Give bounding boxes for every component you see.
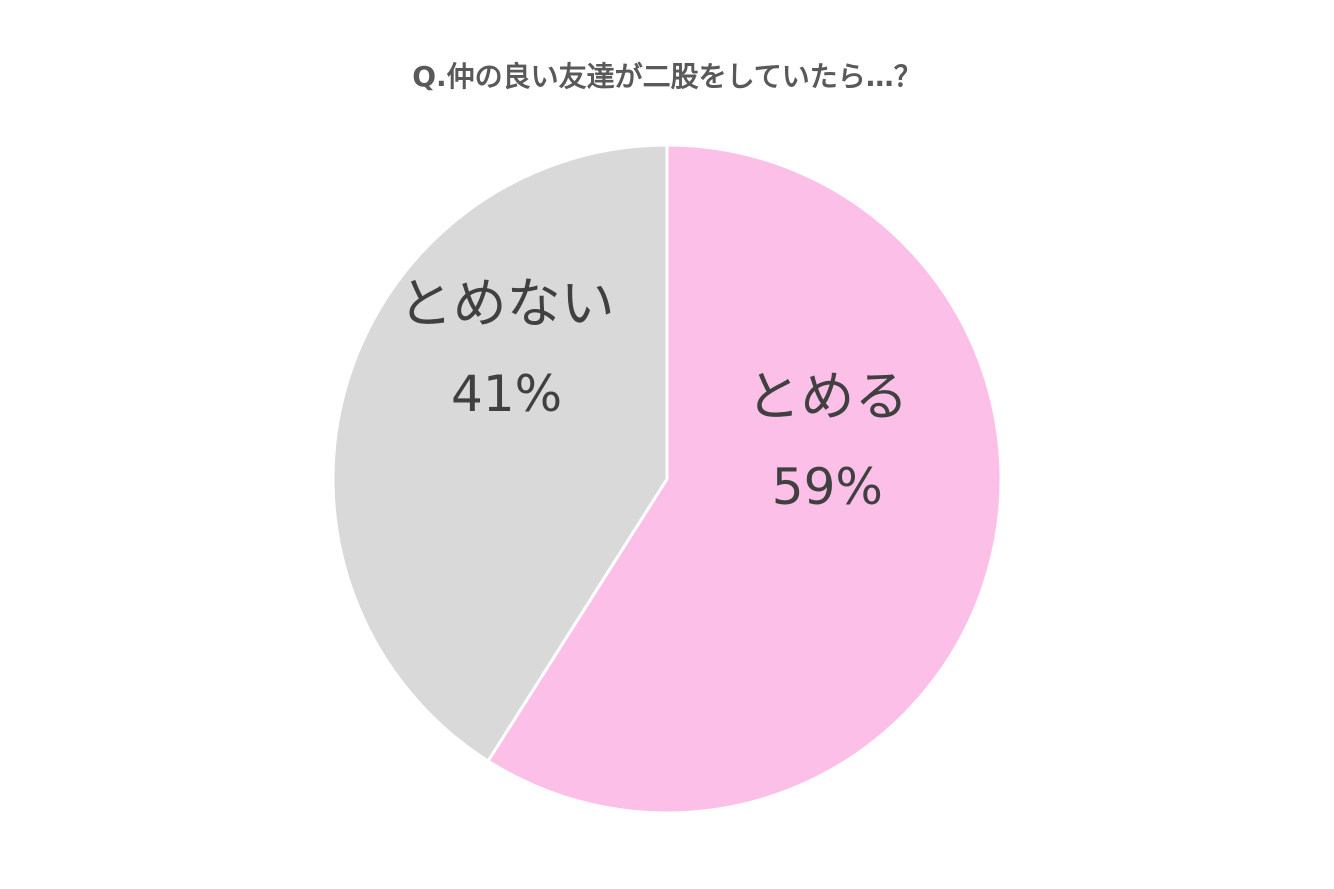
slice-label: とめる — [746, 365, 908, 428]
slice-label: とめない — [399, 272, 615, 335]
data-label: 59% — [772, 458, 883, 516]
pie-slice — [331, 143, 669, 764]
chart-title: Q.仲の良い友達が二股をしていたら…？ — [412, 60, 922, 93]
data-label: 41% — [451, 365, 562, 423]
pie-slice — [485, 143, 1003, 815]
